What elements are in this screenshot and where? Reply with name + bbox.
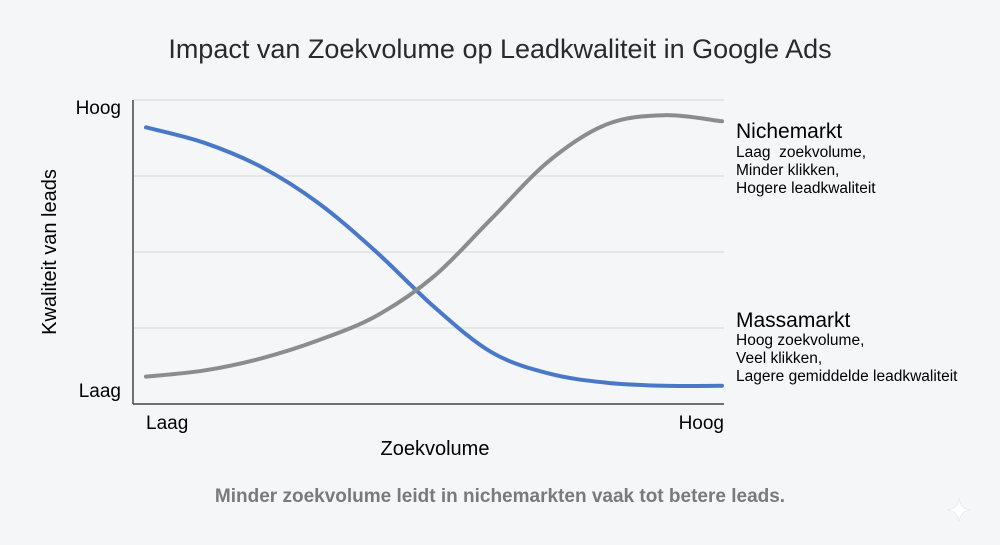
- label-nichemarkt-name: Nichemarkt: [736, 120, 842, 143]
- label-nichemarkt: Nichemarkt Laag zoekvolume, Minder klikk…: [736, 120, 876, 197]
- gridlines: [133, 99, 724, 329]
- sparkle-icon: [946, 497, 972, 523]
- label-massamarkt: Massamarkt Hoog zoekvolume, Veel klikken…: [736, 309, 958, 385]
- label-nichemarkt-line-1: Laag zoekvolume,: [736, 144, 866, 161]
- series-layer: [144, 113, 724, 388]
- label-massamarkt-name: Massamarkt: [736, 309, 851, 332]
- label-nichemarkt-line-2: Minder klikken,: [736, 162, 839, 179]
- x-axis-label: Zoekvolume: [381, 438, 490, 460]
- label-massamarkt-line-1: Hoog zoekvolume,: [736, 332, 864, 349]
- y-axis-label: Kwaliteit van leads: [39, 169, 61, 335]
- x-tick-high: Hoog: [679, 413, 724, 434]
- x-tick-low: Laag: [146, 413, 188, 434]
- y-tick-high: Hoog: [76, 98, 121, 119]
- label-massamarkt-line-2: Veel klikken,: [736, 350, 822, 367]
- chart-caption: Minder zoekvolume leidt in nichemarkten …: [214, 486, 786, 507]
- label-massamarkt-line-3: Lagere gemiddelde leadkwaliteit: [736, 368, 958, 385]
- y-tick-low: Laag: [79, 381, 121, 402]
- series-line-nichemarkt: [144, 113, 724, 379]
- chart-title: Impact van Zoekvolume op Leadkwaliteit i…: [168, 34, 831, 64]
- label-nichemarkt-line-3: Hogere leadkwaliteit: [736, 180, 876, 197]
- series-line-massamarkt: [144, 125, 724, 388]
